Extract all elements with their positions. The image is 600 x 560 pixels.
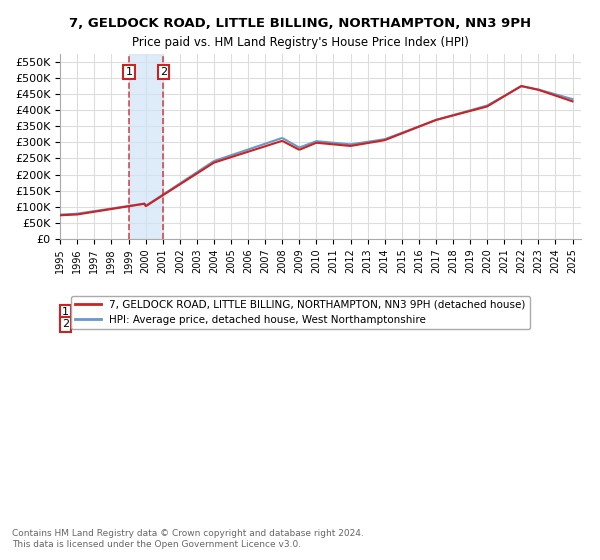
Text: 2: 2 [62,320,69,329]
Text: 5% ↓ HPI: 5% ↓ HPI [331,307,383,318]
Text: Contains HM Land Registry data © Crown copyright and database right 2024.
This d: Contains HM Land Registry data © Crown c… [12,529,364,549]
Text: 7, GELDOCK ROAD, LITTLE BILLING, NORTHAMPTON, NN3 9PH: 7, GELDOCK ROAD, LITTLE BILLING, NORTHAM… [69,17,531,30]
Text: 2: 2 [160,67,167,77]
Text: 1: 1 [62,307,69,318]
Bar [129,54,163,239]
Text: £147,500: £147,500 [217,320,269,329]
Legend: 7, GELDOCK ROAD, LITTLE BILLING, NORTHAMPTON, NN3 9PH (detached house), HPI: Ave: 7, GELDOCK ROAD, LITTLE BILLING, NORTHAM… [71,296,530,329]
Text: 3% ↓ HPI: 3% ↓ HPI [331,320,383,329]
Text: 1: 1 [125,67,133,77]
Text: 11-JAN-1999: 11-JAN-1999 [97,307,167,318]
Text: £108,500: £108,500 [217,307,269,318]
Text: 15-JAN-2001: 15-JAN-2001 [97,320,166,329]
Text: Price paid vs. HM Land Registry's House Price Index (HPI): Price paid vs. HM Land Registry's House … [131,36,469,49]
